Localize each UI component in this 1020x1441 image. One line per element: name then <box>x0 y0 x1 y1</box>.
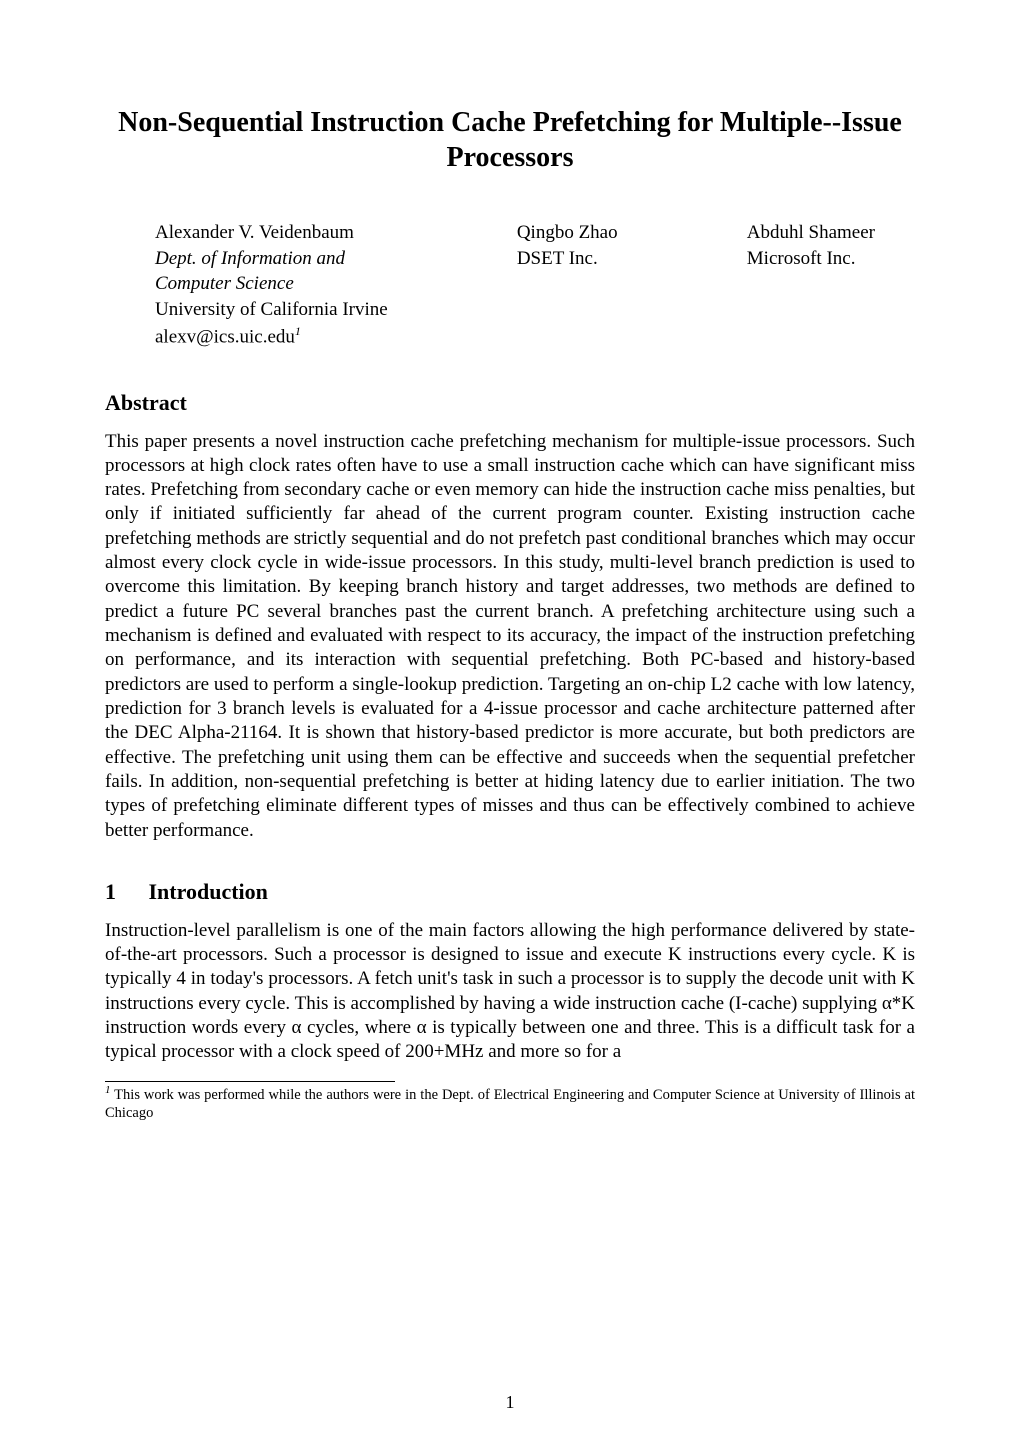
author-affiliation-line: Dept. of Information and <box>155 246 388 272</box>
section-heading-intro: 1 Introduction <box>105 879 915 905</box>
author-affiliation-line: Computer Science <box>155 271 388 297</box>
author-name: Abduhl Shameer <box>747 220 875 246</box>
page-number: 1 <box>0 1392 1020 1413</box>
authors-row: Alexander V. Veidenbaum Dept. of Informa… <box>155 220 875 350</box>
author-name: Alexander V. Veidenbaum <box>155 220 388 246</box>
intro-body: Instruction-level parallelism is one of … <box>105 919 915 1065</box>
paper-page: Non-Sequential Instruction Cache Prefetc… <box>0 0 1020 1441</box>
footnote-ref: 1 <box>295 324 301 338</box>
abstract-body: This paper presents a novel instruction … <box>105 430 915 843</box>
author-affiliation-line: University of California Irvine <box>155 297 388 323</box>
author-name: Qingbo Zhao <box>517 220 618 246</box>
author-email: alexv@ics.uic.edu <box>155 326 295 347</box>
author-email-line: alexv@ics.uic.edu1 <box>155 323 388 350</box>
author-block-2: Qingbo Zhao DSET Inc. <box>517 220 618 350</box>
author-block-3: Abduhl Shameer Microsoft Inc. <box>747 220 875 350</box>
footnote-text: This work was performed while the author… <box>105 1087 915 1121</box>
abstract-heading: Abstract <box>105 390 915 416</box>
section-number: 1 <box>105 879 143 905</box>
section-title: Introduction <box>149 879 268 904</box>
footnote: 1 This work was performed while the auth… <box>105 1084 915 1122</box>
author-affiliation-line: Microsoft Inc. <box>747 246 875 272</box>
paper-title: Non-Sequential Instruction Cache Prefetc… <box>105 105 915 175</box>
author-block-1: Alexander V. Veidenbaum Dept. of Informa… <box>155 220 388 350</box>
author-affiliation-line: DSET Inc. <box>517 246 618 272</box>
footnote-rule <box>105 1081 395 1082</box>
